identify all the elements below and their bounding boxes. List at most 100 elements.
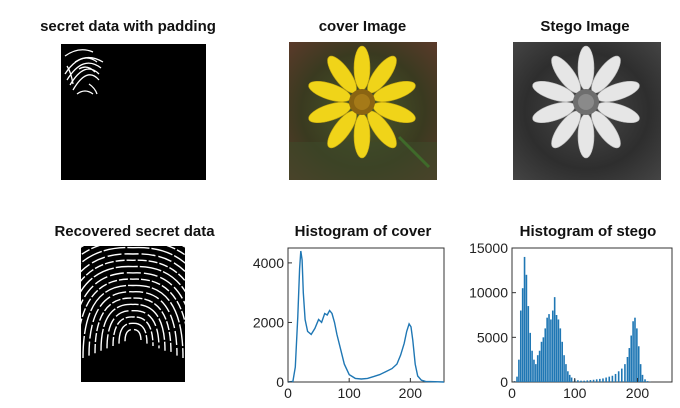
secret-title: secret data with padding bbox=[40, 18, 216, 35]
fingerprint-ridge bbox=[118, 322, 148, 344]
hist-stego-chart: 0 100 200 0 5000 10000 15000 bbox=[452, 240, 678, 408]
histogram-bar bbox=[529, 332, 531, 382]
histogram-bar bbox=[548, 314, 550, 382]
histogram-bar bbox=[540, 341, 543, 382]
histogram-bar bbox=[544, 328, 547, 382]
fingerprint-ridge bbox=[81, 253, 185, 273]
histogram-bar bbox=[589, 380, 592, 382]
fingerprint-ridge bbox=[88, 291, 178, 356]
fingerprint-ridge bbox=[100, 303, 166, 351]
histogram-bar bbox=[527, 306, 530, 382]
histogram-bar bbox=[621, 368, 623, 382]
series-line bbox=[287, 250, 445, 383]
fingerprint-ridge bbox=[82, 284, 184, 359]
secret-image bbox=[61, 44, 206, 180]
recovered-image bbox=[81, 246, 185, 382]
histogram-bar bbox=[568, 374, 571, 382]
histogram-bar bbox=[634, 317, 636, 382]
histogram-bar bbox=[553, 297, 556, 382]
fingerprint-ridge bbox=[94, 297, 172, 354]
histogram-bar bbox=[639, 364, 642, 382]
fingerprint-ridge bbox=[81, 259, 185, 282]
histogram-bar bbox=[570, 377, 573, 382]
x-tick-label: 0 bbox=[284, 385, 292, 401]
histogram-bar bbox=[531, 350, 533, 382]
histogram-bar bbox=[628, 348, 631, 382]
fingerprint-ridge bbox=[124, 328, 142, 342]
y-tick-label: 0 bbox=[500, 374, 508, 390]
x-tick-label: 0 bbox=[508, 385, 516, 401]
histogram-bar bbox=[577, 380, 579, 382]
histogram-bar bbox=[555, 315, 558, 382]
histogram-bar bbox=[536, 355, 539, 382]
histogram-bar bbox=[550, 319, 552, 382]
hist-stego-svg: 0 100 200 0 5000 10000 15000 bbox=[469, 240, 673, 401]
x-tick-label: 200 bbox=[399, 385, 423, 401]
plot-area bbox=[511, 247, 673, 383]
histogram-bar bbox=[538, 350, 541, 382]
recovered-fingerprint bbox=[81, 246, 185, 382]
histogram-bar bbox=[580, 380, 582, 382]
fingerprint-ridge bbox=[112, 316, 154, 347]
y-tick-label: 5000 bbox=[477, 329, 508, 345]
histogram-bar bbox=[561, 341, 563, 382]
histogram-bar bbox=[551, 310, 554, 382]
recovered-title: Recovered secret data bbox=[54, 223, 215, 240]
histogram-bar bbox=[518, 359, 520, 382]
histogram-bar bbox=[521, 288, 524, 382]
x-tick-label: 100 bbox=[337, 385, 361, 401]
x-tick-label: 200 bbox=[626, 385, 650, 401]
plot-area bbox=[287, 247, 445, 383]
x-tick-label: 100 bbox=[563, 385, 587, 401]
histogram-bar bbox=[586, 380, 589, 382]
histogram-bar bbox=[557, 319, 560, 382]
y-tick-label: 0 bbox=[276, 374, 284, 390]
hist-cover-title: Histogram of cover bbox=[294, 223, 432, 240]
stego-image bbox=[513, 42, 661, 180]
fingerprint-ridge bbox=[81, 265, 185, 293]
histogram-bar bbox=[519, 310, 522, 382]
histogram-bar bbox=[605, 377, 607, 382]
histogram-bar bbox=[563, 355, 565, 382]
histogram-bar bbox=[636, 328, 638, 382]
hist-cover-chart: 0 100 200 0 2000 4000 bbox=[234, 240, 450, 408]
histogram-bar bbox=[617, 371, 620, 382]
histogram-bar bbox=[602, 378, 604, 382]
histogram-bar bbox=[542, 337, 545, 382]
histogram-bar bbox=[516, 376, 518, 382]
histogram-bar bbox=[567, 371, 569, 382]
histogram-bar bbox=[614, 373, 617, 382]
histogram-bar bbox=[559, 328, 562, 382]
y-tick-label: 10000 bbox=[469, 285, 508, 301]
histogram-bar bbox=[630, 335, 633, 382]
histogram-bar bbox=[565, 364, 567, 382]
histogram-bar bbox=[626, 356, 629, 382]
cover-title: cover Image bbox=[318, 18, 407, 35]
histogram-bar bbox=[533, 359, 535, 382]
cover-flower-picture bbox=[289, 42, 437, 180]
fingerprint-ridge bbox=[81, 278, 185, 326]
histogram-bar bbox=[611, 375, 614, 382]
fingerprint-ridge bbox=[106, 309, 160, 349]
histogram-bar bbox=[637, 346, 640, 382]
fingerprint-ridge bbox=[81, 272, 185, 306]
cover-image bbox=[289, 42, 437, 180]
histogram-bar bbox=[546, 317, 548, 382]
hist-stego-title: Histogram of stego bbox=[519, 223, 657, 240]
stego-title: Stego Image bbox=[540, 18, 630, 35]
histogram-bar bbox=[525, 274, 528, 382]
secret-fingerprint-thumbnail bbox=[61, 44, 206, 180]
histogram-bar bbox=[608, 376, 611, 382]
y-tick-label: 2000 bbox=[253, 314, 284, 330]
y-tick-label: 4000 bbox=[253, 255, 284, 271]
histogram-bar bbox=[592, 379, 595, 382]
y-tick-label: 15000 bbox=[469, 240, 508, 256]
histogram-bar bbox=[644, 379, 646, 382]
stego-flower-picture bbox=[513, 42, 661, 180]
histogram-bar bbox=[535, 364, 537, 382]
histogram-bar bbox=[646, 381, 649, 382]
histogram-bar bbox=[641, 374, 644, 382]
histogram-bar bbox=[632, 321, 634, 382]
histogram-bar bbox=[523, 256, 526, 382]
